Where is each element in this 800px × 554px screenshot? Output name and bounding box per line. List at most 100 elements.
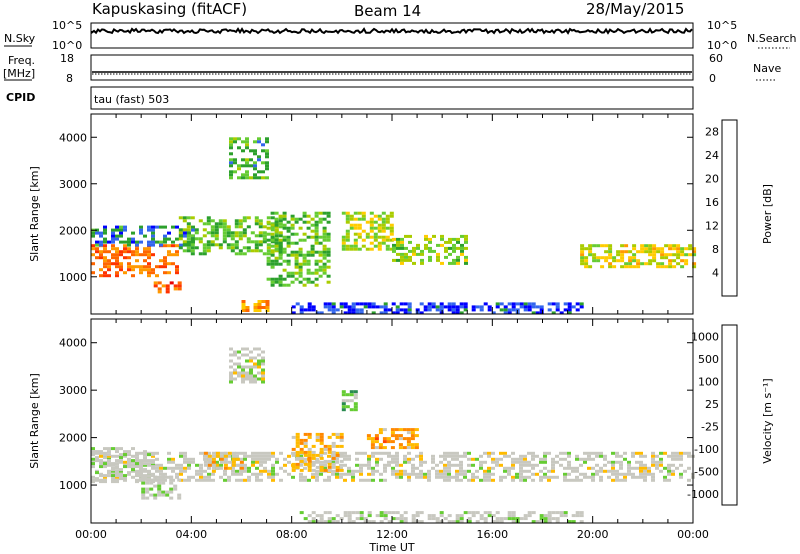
power-cell [361,214,366,218]
velocity-cell [211,466,216,470]
power-cell [107,240,111,244]
velocity-cell [303,438,308,442]
velocity-cell [495,520,500,524]
power-cell [245,143,249,147]
nsky-label: N.Sky [4,32,36,45]
power-cell [648,262,653,266]
power-cell [167,262,171,266]
velocity-cell [351,511,356,515]
velocity-cell [331,450,336,454]
velocity-cell [263,460,267,464]
velocity-cell [127,462,131,466]
velocity-cell [263,457,267,461]
power-cell [131,237,135,241]
power-cell [270,240,275,244]
velocity-cell [203,457,208,461]
velocity-cell [647,466,651,470]
power-cell [567,305,572,309]
velocity-cell [535,520,540,524]
power-cell [294,220,299,224]
velocity-cell [595,454,599,458]
power-cell [648,253,653,257]
velocity-cell [383,517,388,521]
velocity-cell [374,446,379,450]
power-cell [230,243,235,247]
power-cell [173,287,178,291]
velocity-cell [511,463,515,467]
velocity-cell [241,377,245,381]
velocity-cell [367,511,372,515]
velocity-cell [237,365,241,369]
velocity-cell [467,469,471,473]
power-cell [253,149,257,153]
power-cell [447,302,452,306]
power-cell [159,243,163,247]
velocity-cell [447,466,451,470]
velocity-cell [99,462,103,466]
power-cell [424,234,428,238]
velocity-cell [331,453,336,457]
velocity-cell [169,475,174,479]
velocity-cell [619,466,623,470]
power-cell [648,250,653,254]
velocity-cell [575,514,580,518]
velocity-cell [253,365,257,369]
power-cell [415,308,420,312]
power-cell [274,244,279,248]
power-cell [688,253,693,257]
power-cell [147,268,151,272]
power-cell [119,250,123,254]
power-cell [396,258,400,262]
velocity-cell [515,517,520,521]
power-cell [107,262,111,266]
velocity-cell [390,431,395,435]
velocity-cell [335,432,340,436]
velocity-cell [471,472,475,476]
velocity-cell [591,472,595,476]
velocity-cell [539,520,544,524]
velocity-cell [339,468,344,472]
power-cell [127,243,131,247]
colorbar-tick-label: 24 [705,149,719,162]
velocity-cell [291,465,296,469]
velocity-cell [523,514,528,518]
velocity-cell [667,454,671,458]
velocity-cell [131,460,135,464]
power-cell [257,170,261,174]
velocity-cell [635,466,639,470]
velocity-cell [627,463,631,467]
velocity-cell [303,517,308,521]
power-cell [412,249,416,253]
velocity-cell [219,463,223,467]
velocity-cell [503,454,507,458]
power-cell [355,311,360,315]
velocity-cell [403,472,407,476]
power-cell [415,311,420,315]
power-cell [274,229,279,233]
power-cell [399,308,404,312]
velocity-cell [627,469,631,473]
velocity-cell [651,457,655,461]
power-cell [257,137,261,141]
velocity-cell [95,471,99,475]
velocity-cell [407,472,411,476]
power-cell [282,211,287,215]
velocity-cell [229,380,233,384]
power-cell [229,164,233,168]
velocity-cell [315,472,319,476]
velocity-cell [611,463,615,467]
power-cell [278,234,283,238]
power-cell [135,240,139,244]
power-cell [475,305,480,309]
velocity-cell [567,472,571,476]
power-cell [377,223,382,227]
velocity-cell [431,517,436,521]
velocity-cell [177,478,182,482]
velocity-cell [257,347,261,351]
velocity-cell [659,469,663,473]
velocity-cell [414,446,419,450]
velocity-cell [495,511,500,515]
velocity-cell [374,437,379,441]
velocity-cell [467,511,472,515]
velocity-cell [351,475,355,479]
